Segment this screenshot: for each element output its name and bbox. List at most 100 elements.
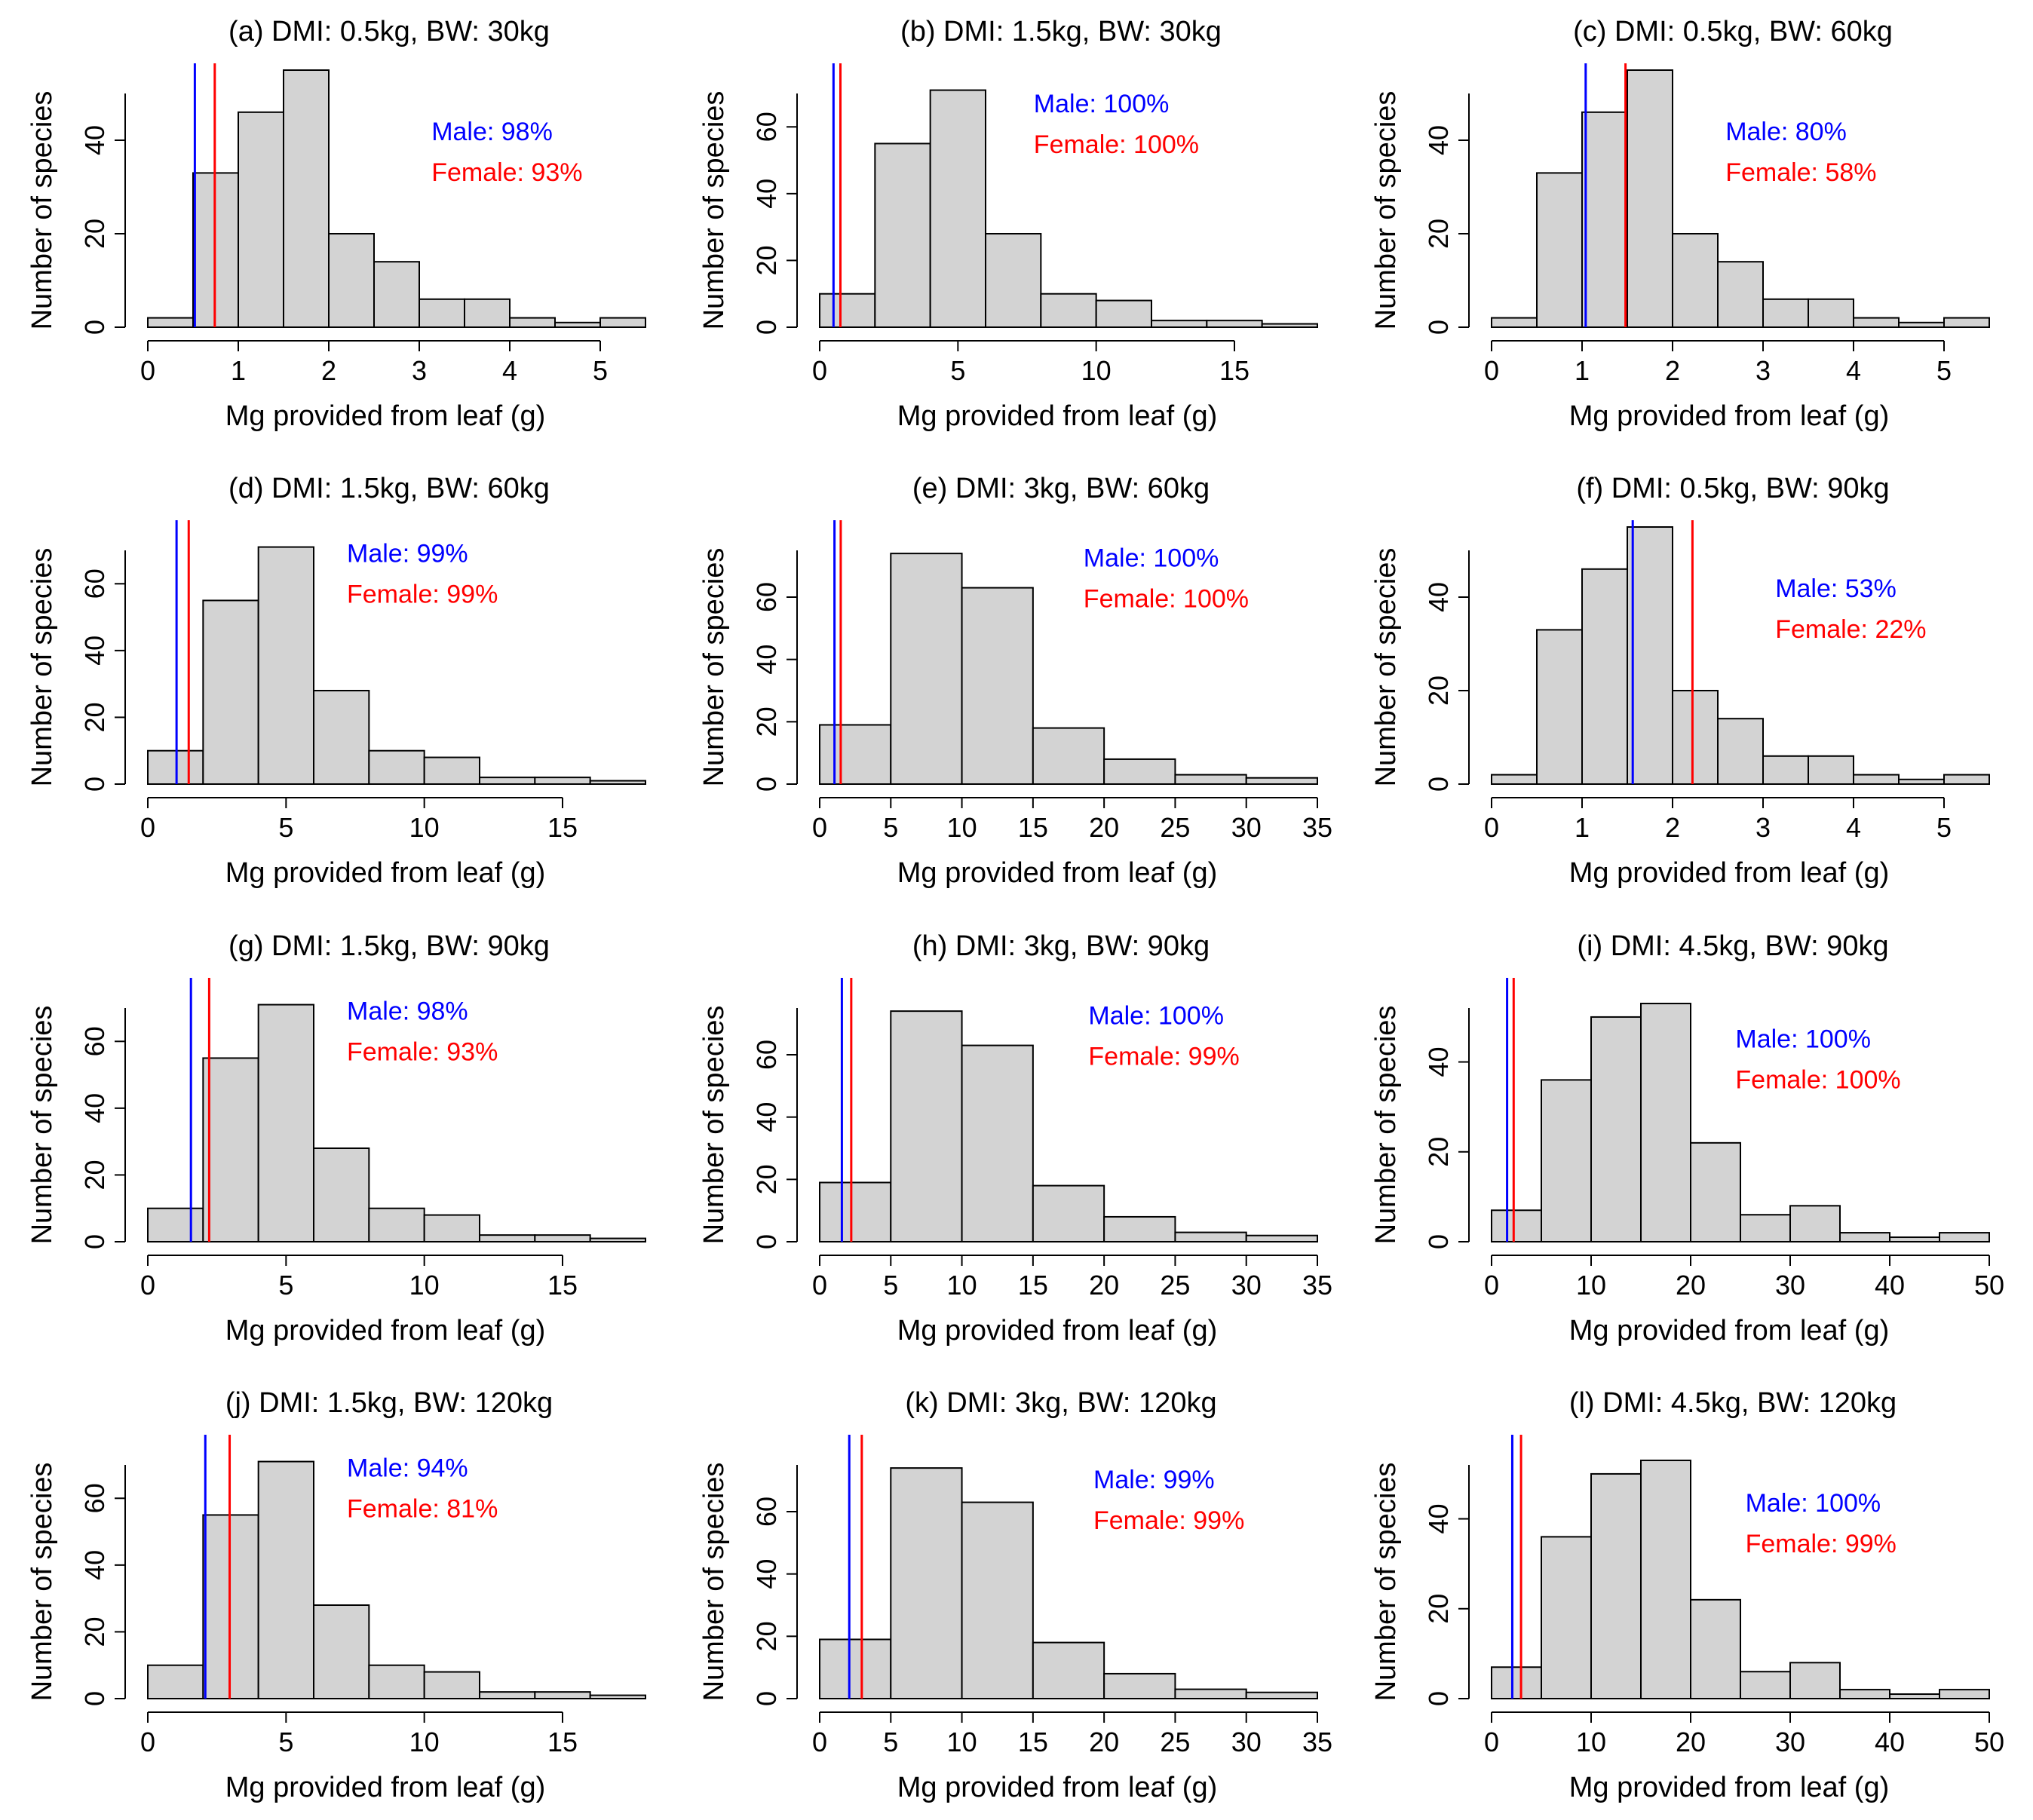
x-tick-label: 4	[1846, 355, 1861, 386]
x-tick-label: 10	[1576, 1727, 1606, 1757]
histogram-bar	[1853, 317, 1900, 329]
x-tick-label: 5	[593, 355, 608, 386]
x-tick-label: 5	[278, 812, 293, 843]
x-tick-label: 0	[140, 812, 155, 843]
x-tick-label: 2	[1665, 355, 1680, 386]
x-tick-label: 0	[1484, 1727, 1499, 1757]
x-tick-label: 15	[1219, 355, 1250, 386]
histogram-bar	[1103, 1215, 1176, 1243]
histogram-bar	[890, 1010, 963, 1242]
female-percentage-label: Female: 99%	[347, 581, 498, 609]
y-tick-label: 20	[1423, 676, 1454, 706]
histogram-bar	[238, 111, 284, 329]
x-tick-label: 30	[1775, 1270, 1805, 1301]
histogram-bar	[1541, 1536, 1592, 1700]
male-percentage-label: Male: 98%	[347, 997, 468, 1026]
histogram-bar	[147, 317, 194, 329]
x-tick-label: 10	[1081, 355, 1112, 386]
male-percentage-label: Male: 100%	[1084, 544, 1219, 573]
histogram-bar	[1581, 111, 1628, 329]
histogram-bar	[890, 553, 963, 786]
histogram-bar	[1032, 1184, 1105, 1242]
histogram-bar	[147, 1664, 204, 1700]
histogram-bar	[819, 724, 892, 786]
panel-c: (c) DMI: 0.5kg, BW: 60kg 0 20 40 0 1 2 3 4 5 Mg pr…	[1370, 16, 1990, 432]
y-tick-label: 40	[1423, 125, 1454, 155]
x-tick-label: 30	[1231, 1727, 1262, 1757]
histogram-bar	[1672, 690, 1719, 785]
histogram-bar	[1032, 727, 1105, 785]
histogram-bar	[961, 1501, 1034, 1699]
histogram-bar	[1889, 1236, 1940, 1242]
x-tick-label: 50	[1974, 1727, 2004, 1757]
y-tick-label: 40	[79, 1550, 110, 1580]
histogram-bar	[534, 1234, 591, 1242]
male-percentage-label: Male: 53%	[1775, 574, 1897, 603]
histogram-bar	[257, 1460, 314, 1699]
x-axis-title: Mg provided from leaf (g)	[897, 1772, 1218, 1803]
y-axis-title: Number of species	[698, 548, 730, 787]
x-tick-label: 20	[1089, 1270, 1119, 1301]
male-percentage-label: Male: 99%	[347, 540, 468, 568]
y-axis-title: Number of species	[1370, 1006, 1402, 1245]
x-axis-title: Mg provided from leaf (g)	[897, 857, 1218, 889]
x-tick-label: 25	[1160, 1270, 1190, 1301]
histogram-bar	[313, 690, 370, 785]
panel-k: (k) DMI: 3kg, BW: 120kg 0 20 40 60 0 5 10 15 20 25…	[698, 1387, 1332, 1803]
female-percentage-label: Female: 81%	[347, 1495, 498, 1524]
histogram-bar	[1245, 777, 1318, 785]
x-axis-title: Mg provided from leaf (g)	[897, 400, 1218, 432]
x-tick-label: 25	[1160, 1727, 1190, 1757]
female-percentage-label: Female: 99%	[1093, 1506, 1244, 1535]
x-axis-title: Mg provided from leaf (g)	[1569, 400, 1890, 432]
x-tick-label: 20	[1676, 1270, 1706, 1301]
histogram-bar	[1943, 317, 1990, 329]
x-tick-label: 5	[1936, 355, 1952, 386]
y-axis-title: Number of species	[26, 548, 58, 787]
histogram-bar	[1672, 233, 1719, 328]
x-tick-label: 3	[1755, 812, 1771, 843]
histogram-bar	[1740, 1214, 1791, 1242]
histogram-bar	[313, 1147, 370, 1242]
y-axis-title: Number of species	[26, 91, 58, 330]
x-tick-label: 1	[231, 355, 246, 386]
y-axis-title: Number of species	[1370, 548, 1402, 787]
x-tick-label: 5	[278, 1270, 293, 1301]
histogram-bar	[1261, 323, 1318, 329]
panel-title: (c) DMI: 0.5kg, BW: 60kg	[1573, 16, 1893, 47]
y-tick-label: 40	[751, 645, 782, 675]
y-tick-label: 60	[751, 1040, 782, 1070]
histogram-bar	[1581, 568, 1628, 785]
female-percentage-label: Female: 99%	[1746, 1530, 1897, 1558]
x-tick-label: 5	[278, 1727, 293, 1757]
x-axis-title: Mg provided from leaf (g)	[225, 857, 546, 889]
histogram-bar	[1627, 69, 1673, 328]
histogram-bar	[1174, 1231, 1247, 1242]
histogram-bar	[1590, 1016, 1642, 1243]
x-tick-label: 35	[1302, 1270, 1332, 1301]
female-percentage-label: Female: 100%	[1735, 1066, 1900, 1095]
histogram-bar	[1174, 774, 1247, 785]
y-tick-label: 40	[751, 1102, 782, 1132]
y-tick-label: 0	[1423, 777, 1454, 792]
x-axis-title: Mg provided from leaf (g)	[897, 1315, 1218, 1347]
x-axis-title: Mg provided from leaf (g)	[1569, 1772, 1890, 1803]
y-tick-label: 0	[751, 777, 782, 792]
male-percentage-label: Male: 100%	[1088, 1002, 1224, 1031]
histogram-bar	[1839, 1232, 1890, 1242]
histogram-bar	[283, 69, 330, 328]
x-tick-label: 35	[1302, 1727, 1332, 1757]
histogram-bar	[1789, 1662, 1841, 1699]
histogram-bar	[368, 1664, 425, 1700]
x-tick-label: 15	[1018, 1270, 1048, 1301]
x-tick-label: 0	[140, 1727, 155, 1757]
panel-title: (e) DMI: 3kg, BW: 60kg	[912, 473, 1210, 504]
x-axis-title: Mg provided from leaf (g)	[225, 1772, 546, 1803]
histogram-bar	[1627, 526, 1673, 785]
histogram-bar	[1590, 1472, 1642, 1700]
y-tick-label: 20	[79, 702, 110, 732]
panel-d: (d) DMI: 1.5kg, BW: 60kg 0 20 40 60 0 5 10 15Mg …	[26, 473, 647, 889]
panel-title: (j) DMI: 1.5kg, BW: 120kg	[225, 1387, 553, 1419]
histogram-bar	[147, 1207, 204, 1242]
y-tick-label: 20	[751, 1164, 782, 1194]
